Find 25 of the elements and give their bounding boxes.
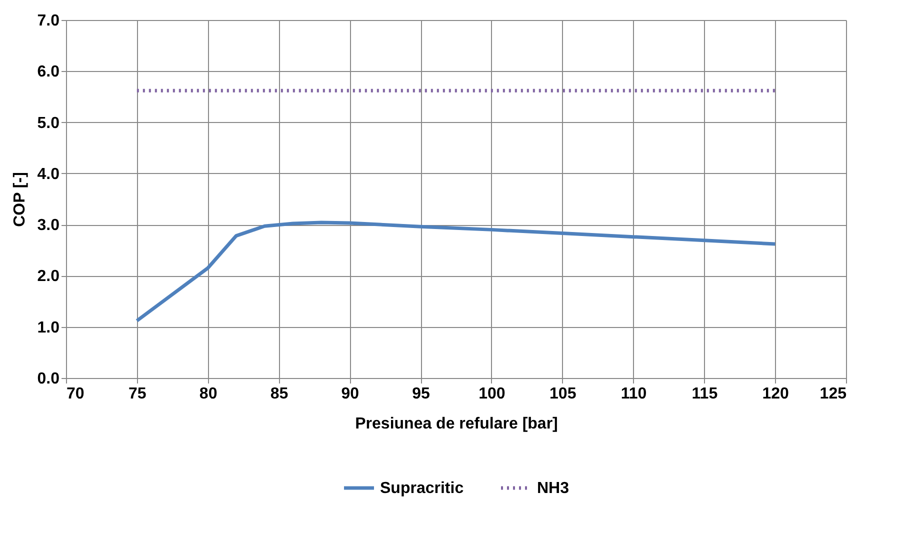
x-tick-label: 115 xyxy=(692,386,718,402)
y-tick-label: 2.0 xyxy=(37,268,60,286)
y-tick-label: 3.0 xyxy=(37,217,60,234)
x-tick-label: 75 xyxy=(128,386,146,402)
line-series xyxy=(135,220,777,322)
x-tick-label: 120 xyxy=(762,386,790,402)
x-tick-label: 90 xyxy=(341,386,360,402)
y-tick-label: 0.0 xyxy=(37,370,60,388)
x-tick-label: 80 xyxy=(199,386,218,402)
legend-label: Supracritic xyxy=(380,480,464,497)
legend-label: NH3 xyxy=(537,480,570,497)
x-tick-label: 125 xyxy=(820,386,847,402)
y-axis-title: COP [-] xyxy=(11,172,28,227)
x-tick-label: 105 xyxy=(550,386,576,402)
y-tick-label: 5.0 xyxy=(37,114,60,132)
x-axis-title: Presiunea de refulare [bar] xyxy=(355,416,558,432)
x-tick-label: 70 xyxy=(66,386,84,402)
x-tick-label: 95 xyxy=(412,386,430,402)
y-tick-label: 1.0 xyxy=(37,319,60,336)
x-tick-label: 85 xyxy=(270,386,288,402)
y-tick-label: 6.0 xyxy=(37,64,60,81)
y-tick-label: 7.0 xyxy=(37,12,60,30)
x-tick-label: 110 xyxy=(620,386,647,402)
y-tick-label: 4.0 xyxy=(37,166,60,183)
x-tick-label: 100 xyxy=(478,386,506,402)
